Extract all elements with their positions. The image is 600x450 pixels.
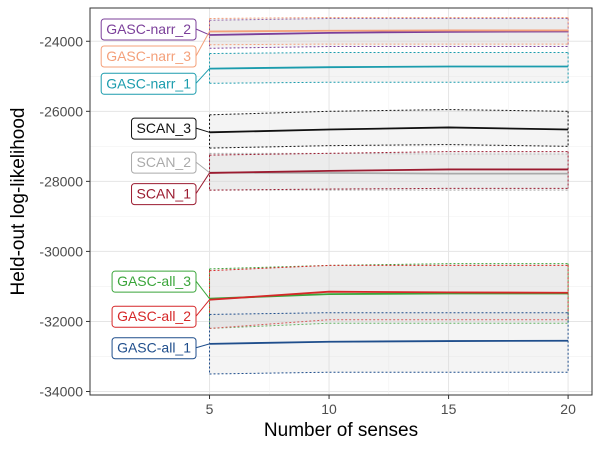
- series-label-box: [111, 337, 197, 360]
- label-connector: [195, 280, 210, 299]
- y-tick-label: -30000: [39, 243, 83, 259]
- series-label: SCAN_3: [131, 117, 197, 140]
- series-label: GASC-narr_3: [100, 45, 197, 68]
- band-fill: [209, 52, 569, 84]
- y-tick-label: -32000: [39, 313, 83, 329]
- series-lines: [209, 29, 569, 345]
- grid-lines: [90, 8, 592, 395]
- band-fill: [209, 153, 569, 191]
- series-label: SCAN_1: [131, 183, 197, 206]
- label-connector: [195, 127, 210, 133]
- series-label-text: GASC-narr_3: [106, 48, 191, 64]
- y-axis-title: Held-out log-likelihood: [8, 108, 29, 296]
- band-fill: [209, 18, 569, 49]
- y-tick-label: -24000: [39, 33, 83, 49]
- series-line: [209, 126, 569, 134]
- series-label: GASC-narr_1: [100, 72, 197, 95]
- label-connector: [195, 343, 210, 349]
- axes: -24000 -26000 -28000 -30000 -32000 -34000 5 10 1…: [39, 33, 576, 417]
- y-tick-label: -34000: [39, 383, 83, 399]
- series-label-text: GASC-narr_1: [106, 75, 191, 91]
- series-line: [209, 30, 569, 36]
- series-label-text: SCAN_3: [137, 120, 192, 136]
- y-tick-label: -28000: [39, 173, 83, 189]
- series-label-text: SCAN_1: [137, 186, 192, 202]
- series-line: [209, 65, 569, 70]
- series-label: GASC-narr_2: [100, 18, 197, 41]
- label-connector: [195, 28, 210, 36]
- series-label: GASC-all_1: [111, 337, 197, 360]
- series-label-box: [100, 45, 197, 68]
- label-connector: [195, 31, 210, 57]
- series-label-text: GASC-all_3: [117, 273, 191, 289]
- series-label-box: [100, 72, 197, 95]
- series-line: [209, 168, 569, 174]
- band-fill: [209, 312, 569, 374]
- label-connector: [195, 161, 210, 174]
- y-tick-label: -26000: [39, 103, 83, 119]
- label-connectors: [195, 28, 210, 349]
- series-labels: GASC-narr_2 GASC-narr_3 GASC-narr_1 SCAN_3 S…: [100, 18, 197, 360]
- series-label-box: [100, 18, 197, 41]
- series-label-box: [131, 183, 197, 206]
- series-line: [209, 290, 569, 301]
- series-label-box: [131, 117, 197, 140]
- series-label-box: [131, 151, 197, 174]
- confidence-bands: [209, 16, 569, 375]
- series-label: SCAN_2: [131, 151, 197, 174]
- series-label-text: GASC-narr_2: [106, 21, 191, 37]
- series-label-text: GASC-all_2: [117, 308, 191, 324]
- series-label: GASC-all_2: [111, 305, 197, 328]
- label-connector: [195, 299, 210, 317]
- series-line: [209, 339, 569, 345]
- series-label-box: [111, 305, 197, 328]
- label-connector: [195, 172, 210, 194]
- series-label-text: SCAN_2: [137, 154, 192, 170]
- series-line: [209, 29, 569, 33]
- x-tick-label: 15: [441, 401, 457, 417]
- x-axis-title: Number of senses: [264, 420, 418, 441]
- series-label: GASC-all_3: [111, 270, 197, 293]
- series-label-box: [111, 270, 197, 293]
- label-connector: [195, 68, 210, 84]
- plot-border: [89, 7, 593, 396]
- x-tick-label: 20: [560, 401, 576, 417]
- x-tick-label: 5: [206, 401, 214, 417]
- x-tick-label: 10: [321, 401, 337, 417]
- series-label-text: GASC-all_1: [117, 340, 191, 356]
